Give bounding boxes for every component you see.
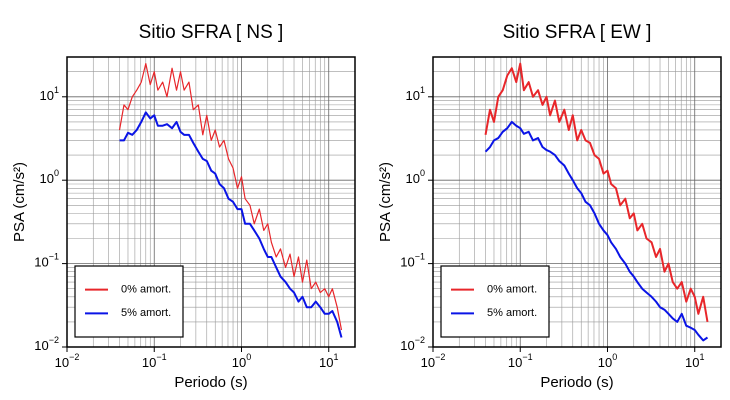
tick-exponent: −2 [69, 352, 79, 362]
tick-label: 100 [232, 352, 251, 370]
x-axis-label: Periodo (s) [174, 374, 247, 391]
tick-exponent: 0 [612, 352, 617, 362]
tick-base: 10 [508, 355, 522, 370]
legend-label: 0% amort. [121, 284, 171, 296]
tick-base: 10 [232, 355, 246, 370]
legend-label: 5% amort. [121, 307, 171, 319]
tick-exponent: 0 [246, 352, 251, 362]
chart-title: Sitio SFRA [ EW ] [503, 22, 652, 43]
tick-base: 10 [142, 355, 156, 370]
tick-base: 10 [598, 355, 612, 370]
chart-title: Sitio SFRA [ NS ] [139, 22, 284, 43]
tick-label: 10−1 [142, 352, 167, 370]
tick-exponent: 0 [420, 169, 425, 179]
tick-base: 10 [406, 88, 420, 103]
tick-exponent: −1 [415, 252, 425, 262]
plot-frame [66, 56, 356, 348]
series-line [484, 120, 709, 342]
tick-exponent: −1 [49, 252, 59, 262]
tick-exponent: −2 [49, 335, 59, 345]
plot-frame [432, 56, 722, 348]
tick-base: 10 [40, 88, 54, 103]
y-axis-label: PSA (cm/s²) [377, 162, 394, 242]
tick-exponent: 1 [333, 352, 338, 362]
series-line [119, 111, 343, 338]
tick-label: 101 [40, 85, 59, 103]
tick-base: 10 [55, 355, 69, 370]
tick-base: 10 [34, 338, 48, 353]
tick-base: 10 [40, 172, 54, 187]
tick-base: 10 [400, 255, 414, 270]
tick-label: 101 [685, 352, 704, 370]
tick-exponent: 0 [54, 169, 59, 179]
tick-base: 10 [421, 355, 435, 370]
legend-label: 0% amort. [487, 284, 537, 296]
tick-base: 10 [34, 255, 48, 270]
tick-base: 10 [406, 172, 420, 187]
tick-label: 101 [406, 85, 425, 103]
tick-base: 10 [400, 338, 414, 353]
y-axis-label: PSA (cm/s²) [11, 162, 28, 242]
tick-label: 10−2 [55, 352, 80, 370]
legend-label: 5% amort. [487, 307, 537, 319]
tick-label: 100 [406, 169, 425, 187]
tick-exponent: 1 [54, 85, 59, 95]
tick-label: 10−1 [34, 252, 59, 270]
tick-label: 10−2 [421, 352, 446, 370]
series-line [118, 63, 343, 331]
tick-exponent: 1 [420, 85, 425, 95]
series-line [484, 62, 709, 323]
tick-label: 10−1 [508, 352, 533, 370]
tick-exponent: −1 [522, 352, 532, 362]
tick-exponent: 1 [699, 352, 704, 362]
tick-label: 100 [40, 169, 59, 187]
tick-label: 10−2 [400, 335, 425, 353]
tick-exponent: −1 [156, 352, 166, 362]
tick-exponent: −2 [435, 352, 445, 362]
tick-base: 10 [685, 355, 699, 370]
tick-base: 10 [319, 355, 333, 370]
legend-box [74, 265, 184, 338]
x-axis-label: Periodo (s) [540, 374, 613, 391]
tick-label: 101 [319, 352, 338, 370]
tick-label: 100 [598, 352, 617, 370]
tick-exponent: −2 [415, 335, 425, 345]
tick-label: 10−2 [34, 335, 59, 353]
legend-box [440, 265, 550, 338]
tick-label: 10−1 [400, 252, 425, 270]
